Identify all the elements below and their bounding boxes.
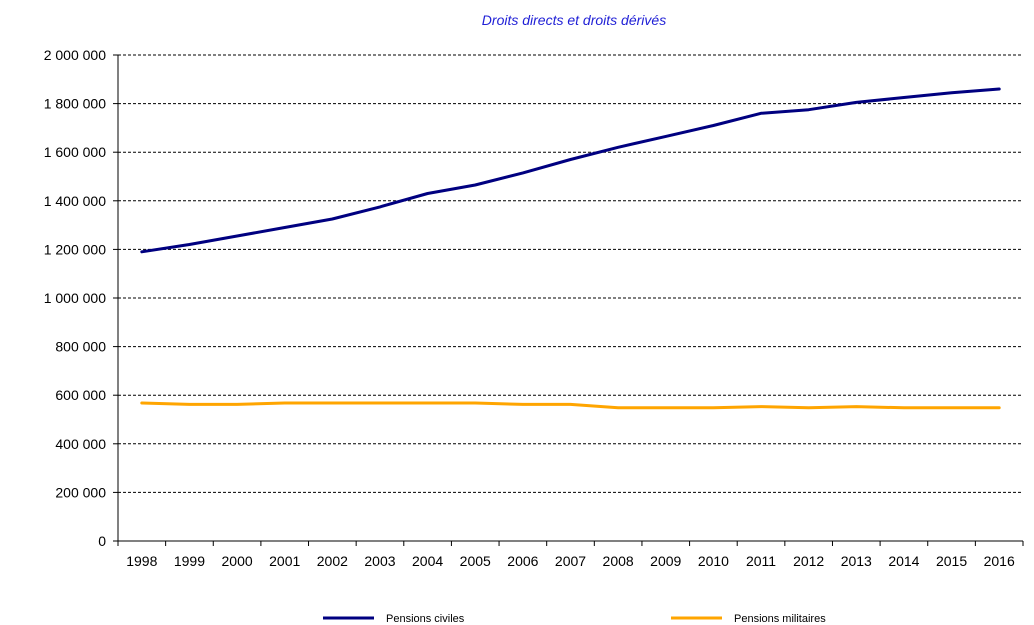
series-line-0 (140, 87, 1001, 254)
x-tick-label: 2000 (222, 553, 253, 569)
x-tick-label: 2002 (317, 553, 348, 569)
x-tick-label: 2006 (507, 553, 538, 569)
x-tick-labels: 1998 1999 2000 2001 2002 2003 2004 2005 2006 2007… (126, 553, 1015, 569)
y-tick-label: 0 (98, 533, 106, 549)
x-tick-label: 2016 (984, 553, 1015, 569)
y-tick-label: 1 000 000 (44, 290, 106, 306)
y-tick-label: 600 000 (55, 387, 106, 403)
legend: Pensions civiles Pensions militaires (323, 613, 826, 625)
x-tick-label: 2013 (841, 553, 872, 569)
x-tick-label: 2009 (650, 553, 681, 569)
y-tick-label: 1 600 000 (44, 144, 106, 160)
chart-title: Droits directs et droits dérivés (482, 12, 666, 28)
x-tick-label: 2011 (746, 553, 776, 569)
x-tick-label: 1999 (174, 553, 205, 569)
y-tick-label: 800 000 (55, 339, 106, 355)
y-tick-label: 200 000 (55, 484, 106, 500)
grid (113, 54, 1023, 542)
x-tick-label: 1998 (126, 553, 157, 569)
series-line-1 (140, 401, 1001, 410)
y-tick-label: 1 200 000 (44, 241, 106, 257)
series-lines (140, 87, 1001, 410)
y-tick-label: 2 000 000 (44, 47, 106, 63)
y-tick-labels: 0 200 000 400 000 600 000 800 000 1 000 000 1 … (44, 47, 107, 549)
legend-label-pensions-civiles: Pensions civiles (386, 613, 465, 625)
x-tick-label: 2014 (888, 553, 919, 569)
axes (117, 55, 1024, 546)
x-tick-label: 2010 (698, 553, 729, 569)
x-tick-label: 2007 (555, 553, 586, 569)
x-tick-label: 2015 (936, 553, 967, 569)
y-tick-label: 1 800 000 (44, 96, 106, 112)
x-tick-label: 2004 (412, 553, 443, 569)
y-tick-label: 400 000 (55, 436, 106, 452)
x-tick-label: 2012 (793, 553, 824, 569)
x-tick-label: 2003 (364, 553, 395, 569)
x-tick-label: 2005 (460, 553, 491, 569)
x-tick-label: 2008 (603, 553, 634, 569)
y-tick-label: 1 400 000 (44, 193, 106, 209)
legend-label-pensions-militaires: Pensions militaires (734, 613, 826, 625)
x-tick-label: 2001 (269, 553, 300, 569)
